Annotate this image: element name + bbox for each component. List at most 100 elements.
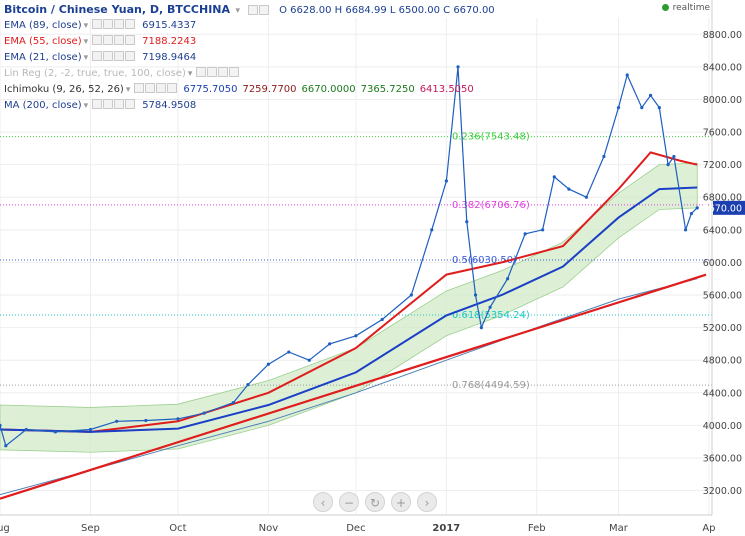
chevron-down-icon[interactable]: ▾ — [235, 6, 241, 16]
settings-icon[interactable] — [103, 35, 114, 45]
indicator-row[interactable]: EMA (89, close) ▾ 6915.4337 — [4, 18, 196, 32]
price-point — [287, 350, 291, 354]
zoom-in-icon[interactable]: + — [391, 492, 411, 512]
price-point — [53, 430, 58, 434]
symbol-title[interactable]: Bitcoin / Chinese Yuan, D, BTCCHINA — [4, 3, 231, 16]
chevron-right-icon[interactable]: › — [417, 492, 437, 512]
indicator-name: EMA (89, close) — [4, 20, 82, 31]
indicator-row[interactable]: EMA (21, close) ▾ 7198.9464 — [4, 50, 196, 64]
x-tick-label: Ap — [702, 523, 715, 534]
x-tick-label: Dec — [346, 523, 365, 534]
price-point — [488, 305, 492, 309]
price-point — [506, 277, 510, 281]
indicator-row[interactable]: EMA (55, close) ▾ 7188.2243 — [4, 34, 196, 48]
y-tick-label: 4400.00 — [703, 388, 742, 399]
remove-icon[interactable] — [156, 83, 167, 93]
visibility-icon[interactable] — [92, 19, 103, 29]
indicator-name: Ichimoku (9, 26, 52, 26) — [4, 84, 124, 95]
settings-icon[interactable] — [145, 83, 156, 93]
x-tick-label: Aug — [0, 523, 10, 534]
price-point — [689, 211, 694, 216]
settings-icon[interactable] — [207, 67, 218, 77]
indicator-row[interactable]: Lin Reg (2, -2, true, true, 100, close) ▾ — [4, 66, 240, 80]
more-icon[interactable] — [125, 35, 136, 45]
settings-icon[interactable] — [103, 51, 114, 61]
settings-icon[interactable] — [103, 19, 114, 29]
more-icon[interactable] — [125, 19, 136, 29]
price-series — [0, 65, 699, 448]
indicator-buttons — [134, 82, 178, 96]
indicator-row[interactable]: Ichimoku (9, 26, 52, 26) ▾ 6775.7050 7259.7… — [4, 82, 474, 96]
ma-line — [0, 151, 698, 433]
remove-icon[interactable] — [114, 99, 125, 109]
remove-icon[interactable] — [114, 51, 125, 61]
chevron-down-icon[interactable]: ▾ — [125, 85, 131, 95]
price-point — [473, 293, 478, 297]
price-point — [695, 206, 699, 210]
chevron-down-icon[interactable]: ▾ — [83, 101, 89, 111]
visibility-icon[interactable] — [92, 51, 103, 61]
visibility-icon[interactable] — [247, 5, 258, 15]
indicator-value: 7188.2243 — [142, 36, 197, 47]
symbol-header-buttons — [247, 2, 270, 18]
ma-line — [0, 278, 698, 496]
remove-icon[interactable] — [114, 19, 125, 29]
price-point — [567, 187, 571, 191]
more-icon[interactable] — [229, 67, 240, 77]
realtime-status: realtime — [661, 3, 710, 13]
y-tick-label: 8000.00 — [703, 95, 742, 106]
visibility-icon[interactable] — [92, 99, 103, 109]
indicator-value: 5784.9508 — [142, 100, 197, 111]
settings-icon[interactable] — [103, 99, 114, 109]
chevron-down-icon[interactable]: ▾ — [83, 21, 89, 31]
price-point — [144, 418, 148, 423]
last-price-label: 6670.00 — [703, 203, 742, 214]
chevron-down-icon[interactable]: ▾ — [83, 53, 89, 63]
visibility-icon[interactable] — [92, 35, 103, 45]
chevron-left-icon[interactable]: ‹ — [313, 492, 333, 512]
price-point — [625, 73, 629, 77]
price-point — [640, 106, 644, 110]
price-line — [0, 66, 698, 447]
chevron-down-icon[interactable]: ▾ — [187, 69, 193, 79]
price-point — [307, 358, 311, 362]
price-point — [541, 228, 545, 232]
fib-level-label: 0.768(4494.59) — [452, 380, 530, 391]
remove-icon[interactable] — [218, 67, 229, 77]
visibility-icon[interactable] — [196, 67, 207, 77]
reset-icon[interactable]: ↻ — [365, 492, 385, 512]
price-point — [231, 400, 235, 405]
indicator-value: 6775.7050 — [183, 84, 238, 95]
indicator-row[interactable]: MA (200, close) ▾ 5784.9508 — [4, 98, 196, 112]
y-tick-label: 5600.00 — [703, 291, 742, 302]
x-tick-label: 2017 — [432, 523, 460, 534]
chevron-down-icon[interactable]: ▾ — [83, 37, 89, 47]
indicator-buttons — [92, 50, 136, 64]
more-icon[interactable] — [125, 99, 136, 109]
grid-lines — [0, 18, 712, 515]
price-point — [4, 444, 8, 448]
more-icon[interactable] — [125, 51, 136, 61]
y-tick-label: 7600.00 — [703, 128, 742, 139]
visibility-icon[interactable] — [134, 83, 145, 93]
indicator-name: EMA (55, close) — [4, 36, 82, 47]
fibonacci-levels: 0.236(7543.48) 0.382(6706.76) 0.5(6030.50)… — [0, 132, 712, 391]
x-tick-label: Feb — [528, 523, 546, 534]
y-tick-label: 7200.00 — [703, 160, 742, 171]
price-point — [409, 293, 413, 297]
indicator-buttons — [92, 98, 136, 112]
price-point — [24, 427, 28, 432]
trendline-path[interactable] — [0, 273, 707, 500]
price-point — [0, 423, 2, 427]
settings-icon[interactable] — [258, 5, 269, 15]
indicator-name: EMA (21, close) — [4, 52, 82, 63]
price-point — [672, 154, 676, 159]
trendline[interactable] — [0, 273, 707, 500]
more-icon[interactable] — [167, 83, 178, 93]
indicator-value: 7198.9464 — [142, 52, 197, 63]
zoom-out-icon[interactable]: − — [339, 492, 359, 512]
remove-icon[interactable] — [114, 35, 125, 45]
fib-level-label: 0.5(6030.50) — [452, 255, 517, 266]
y-tick-label: 4800.00 — [703, 356, 742, 367]
